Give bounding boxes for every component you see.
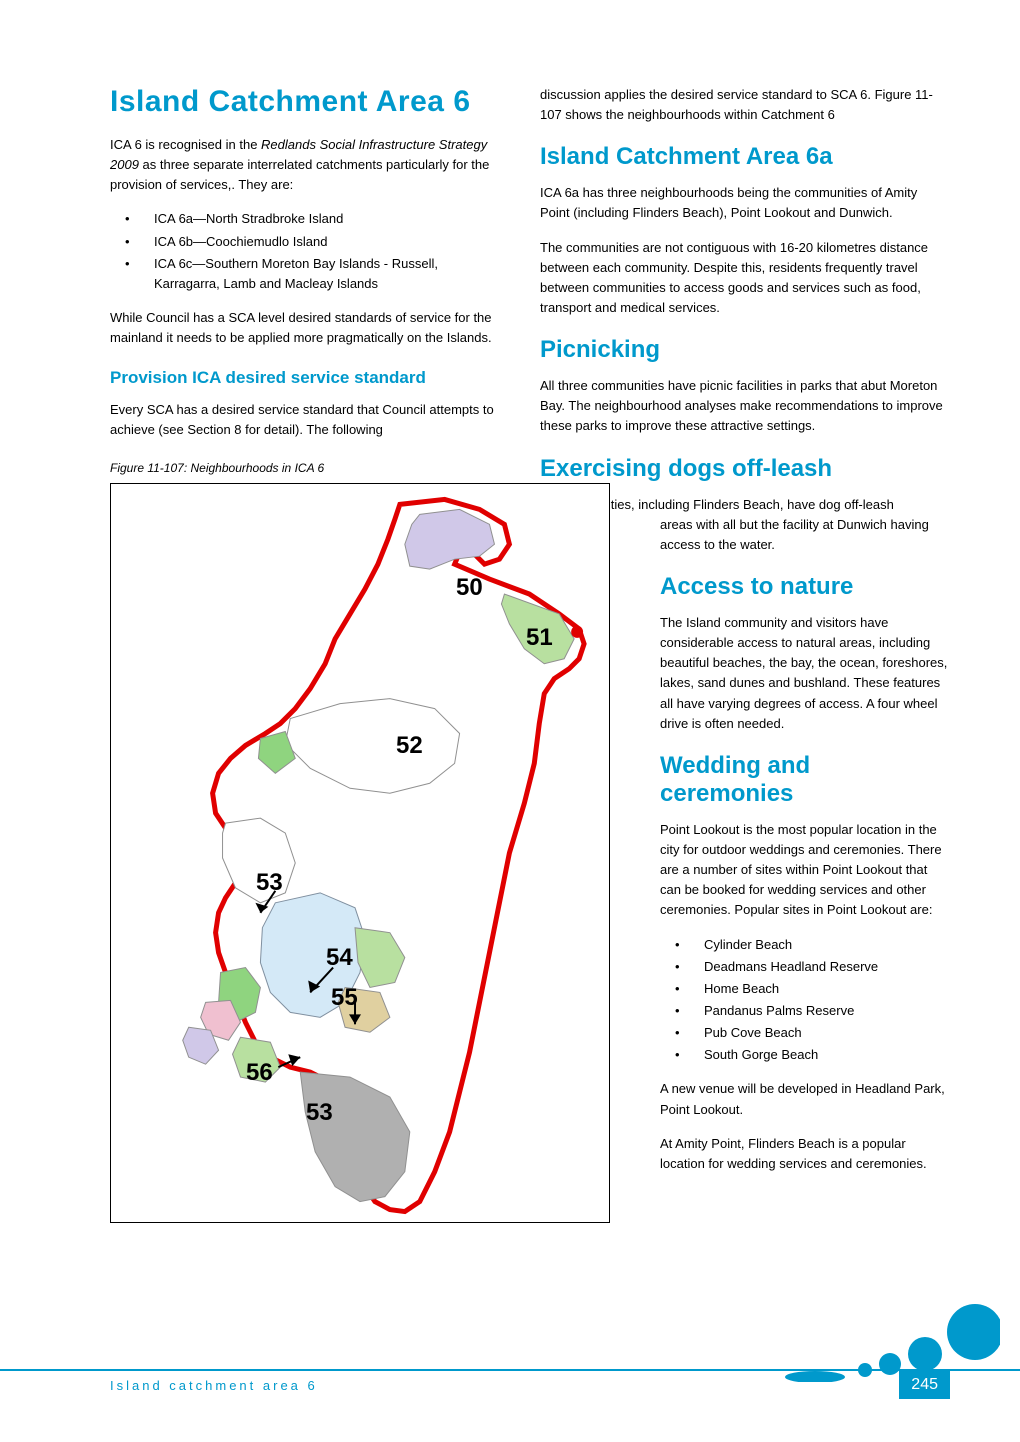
catchment-list: ICA 6a—North Stradbroke Island ICA 6b—Co…	[110, 209, 505, 294]
footer-title: Island catchment area 6	[110, 1378, 318, 1393]
map-label-52: 52	[396, 732, 423, 760]
body-text: A new venue will be developed in Headlan…	[660, 1079, 950, 1119]
map-label-53a: 53	[256, 869, 283, 897]
page-title: Island Catchment Area 6	[110, 85, 505, 119]
section-heading: Access to nature	[660, 573, 950, 601]
list-item: ICA 6a—North Stradbroke Island	[110, 209, 505, 229]
section-heading: Island Catchment Area 6a	[540, 143, 950, 171]
region-51-marker	[571, 625, 583, 637]
page-footer: Island catchment area 6 245	[0, 1369, 1020, 1399]
map-label-54: 54	[326, 944, 353, 972]
list-item: Pandanus Palms Reserve	[660, 1001, 950, 1021]
body-text: Every SCA has a desired service standard…	[110, 400, 505, 440]
map-figure: 50 51 52 53 54 55 56 53	[110, 483, 610, 1223]
list-item: ICA 6b—Coochiemudlo Island	[110, 232, 505, 252]
section-heading: Wedding and ceremonies	[660, 752, 950, 808]
body-text: The communities are not contiguous with …	[540, 238, 950, 319]
body-text: Point Lookout is the most popular locati…	[660, 820, 950, 921]
map-label-55: 55	[331, 984, 358, 1012]
map-label-50: 50	[456, 574, 483, 602]
list-item: Deadmans Headland Reserve	[660, 957, 950, 977]
body-text: areas with all but the facility at Dunwi…	[660, 515, 950, 555]
list-item: Cylinder Beach	[660, 935, 950, 955]
map-svg	[111, 484, 609, 1222]
intro-paragraph: ICA 6 is recognised in the Redlands Soci…	[110, 135, 505, 195]
body-text: The Island community and visitors have c…	[660, 613, 950, 734]
map-label-53b: 53	[306, 1099, 333, 1127]
list-item: Pub Cove Beach	[660, 1023, 950, 1043]
section-heading: Exercising dogs off-leash	[540, 455, 950, 483]
map-label-56: 56	[246, 1059, 273, 1087]
figure-caption: Figure 11-107: Neighbourhoods in ICA 6	[110, 461, 505, 475]
sites-list: Cylinder Beach Deadmans Headland Reserve…	[660, 935, 950, 1066]
body-text: ICA 6a has three neighbourhoods being th…	[540, 183, 950, 223]
body-text: While Council has a SCA level desired st…	[110, 308, 505, 348]
body-text: discussion applies the desired service s…	[540, 85, 950, 125]
section-heading: Picnicking	[540, 336, 950, 364]
subsection-heading: Provision ICA desired service standard	[110, 368, 505, 388]
map-label-51: 51	[526, 624, 553, 652]
page-number: 245	[899, 1371, 950, 1399]
list-item: Home Beach	[660, 979, 950, 999]
body-text: At Amity Point, Flinders Beach is a popu…	[660, 1134, 950, 1174]
left-column: Island Catchment Area 6 ICA 6 is recogni…	[110, 85, 505, 1280]
body-text: All three communities have picnic facili…	[540, 376, 950, 436]
list-item: South Gorge Beach	[660, 1045, 950, 1065]
list-item: ICA 6c—Southern Moreton Bay Islands - Ru…	[110, 254, 505, 294]
